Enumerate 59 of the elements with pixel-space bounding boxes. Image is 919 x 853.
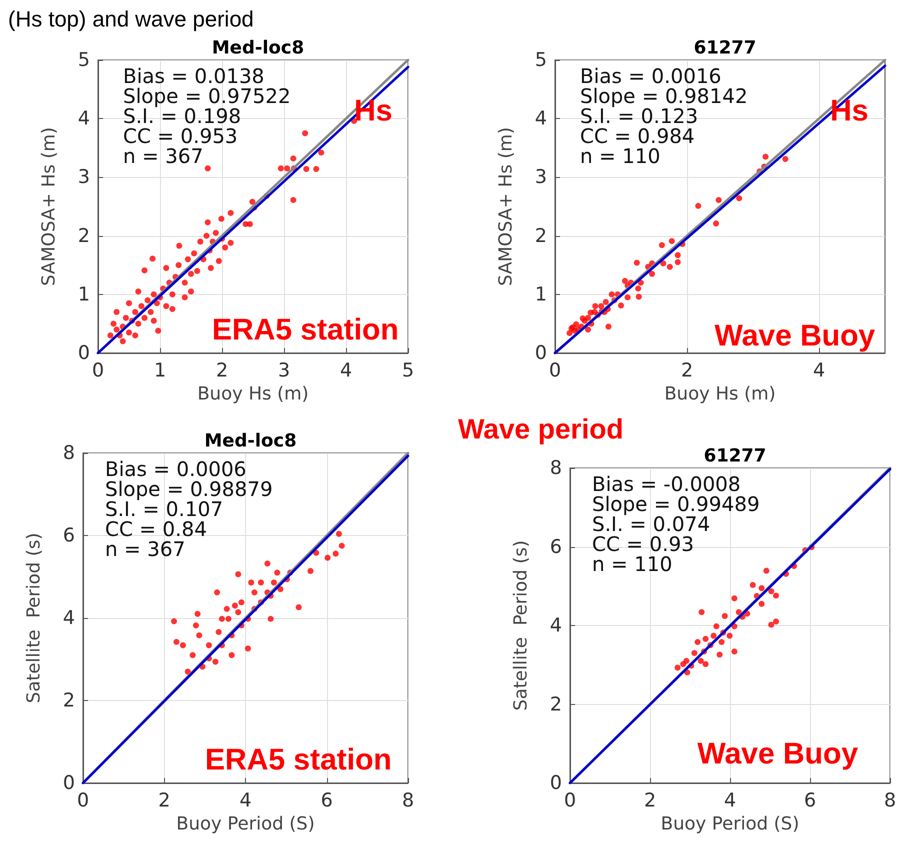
x-tick-label: 2 [644, 790, 656, 812]
y-tick-label: 6 [62, 524, 75, 546]
y-tick-label: 5 [78, 49, 90, 71]
y-tick-label: 2 [550, 693, 562, 716]
y-axis-title: Satellite Period (s) [24, 532, 44, 704]
x-axis-title: Buoy Hs (m) [664, 384, 776, 404]
y-tick-label: 3 [534, 166, 547, 188]
annotation: Hs [354, 94, 392, 128]
x-axis-title: Buoy Period (S) [660, 814, 800, 834]
y-axis-title: Satellite Period (s) [510, 540, 532, 711]
x-tick-label: 2 [216, 360, 228, 382]
y-tick-label: 0 [62, 772, 75, 794]
annotation: ERA5 station [212, 314, 399, 346]
y-tick-label: 4 [550, 614, 562, 636]
y-tick-label: 1 [534, 283, 547, 306]
x-tick-label: 2 [158, 790, 170, 812]
chart-title: 61277 [694, 38, 756, 58]
x-tick-label: 6 [804, 790, 816, 812]
y-tick-label: 2 [534, 224, 547, 247]
y-tick-label: 0 [550, 772, 562, 794]
x-tick-label: 6 [320, 790, 333, 812]
x-tick-label: 3 [278, 360, 290, 382]
x-tick-label: 4 [812, 360, 826, 382]
y-tick-label: 3 [78, 166, 90, 188]
text: (Hs top) and wave period [8, 6, 254, 32]
x-tick-label: 4 [340, 360, 352, 382]
y-tick-label: 4 [534, 108, 547, 130]
x-tick-label: 8 [884, 790, 896, 812]
x-tick-label: 0 [564, 790, 576, 812]
chart-title: Med-loc8 [204, 430, 297, 452]
y-tick-label: 1 [78, 283, 90, 306]
x-tick-label: 8 [402, 790, 414, 812]
y-axis-title: SAMOSA+ Hs (m) [496, 127, 516, 286]
y-tick-label: 2 [62, 690, 75, 712]
y-tick-label: 0 [534, 342, 547, 364]
y-axis-title: SAMOSA+ Hs (m) [38, 127, 60, 286]
x-tick-label: 4 [724, 790, 736, 812]
x-tick-label: 0 [92, 360, 104, 382]
x-axis-title: Buoy Hs (m) [197, 384, 309, 404]
x-tick-label: 1 [154, 360, 166, 382]
y-tick-label: 8 [62, 442, 75, 464]
y-tick-label: 4 [62, 607, 75, 629]
y-tick-label: 4 [78, 108, 90, 130]
annotation: ERA5 station [205, 743, 392, 776]
text: Wave period [458, 414, 624, 444]
x-tick-label: 4 [239, 790, 252, 812]
x-tick-label: 2 [680, 360, 694, 382]
y-tick-label: 8 [550, 457, 562, 479]
chart-title: Med-loc8 [212, 38, 304, 58]
annotation: Hs [830, 94, 868, 128]
chart-title: 61277 [704, 446, 766, 466]
annotation: Wave Buoy [714, 320, 876, 352]
x-axis-title: Buoy Period (S) [176, 814, 315, 834]
y-tick-label: 5 [534, 49, 547, 71]
y-tick-label: 6 [550, 536, 562, 558]
x-tick-label: 5 [402, 360, 414, 382]
annotation: Wave Buoy [697, 738, 858, 771]
y-tick-label: 2 [78, 224, 90, 247]
y-tick-label: 0 [78, 342, 90, 364]
